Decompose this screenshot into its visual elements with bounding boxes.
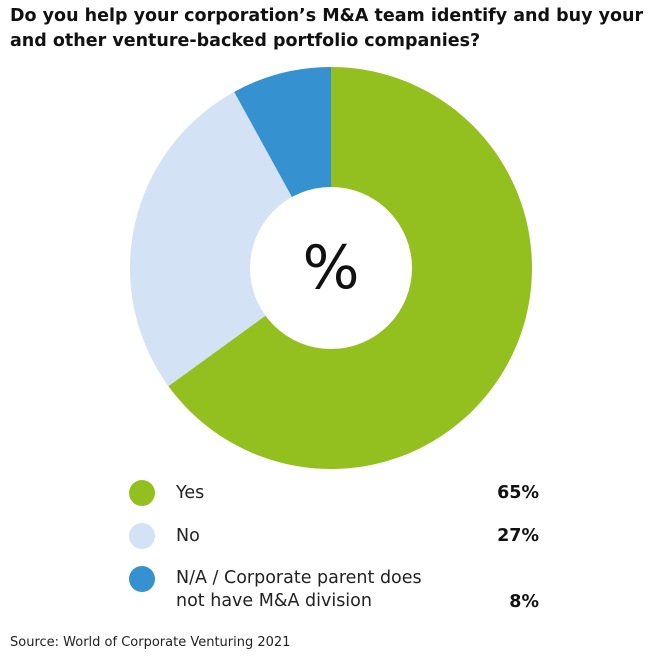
donut-hole	[250, 187, 412, 349]
center-percent-label: %	[302, 233, 359, 303]
donut-chart: %	[129, 67, 533, 469]
chart-title: Do you help your corporation’s M&A team …	[10, 6, 644, 51]
source-note: Source: World of Corporate Venturing 202…	[10, 635, 291, 650]
legend-swatch-yes	[129, 480, 155, 506]
legend-value-yes: 65%	[497, 483, 539, 503]
legend-item-yes: Yes 65%	[129, 478, 539, 508]
legend-value-no: 27%	[497, 526, 539, 546]
slice-no	[129, 91, 331, 387]
legend-label-no: No	[176, 526, 200, 546]
legend-label-na: N/A / Corporate parent does not have M&A…	[176, 568, 422, 611]
legend-label-yes: Yes	[176, 483, 205, 503]
legend-item-na: N/A / Corporate parent does not have M&A…	[129, 564, 539, 614]
legend-swatch-no	[129, 523, 155, 549]
legend-value-na: 8%	[509, 592, 539, 612]
legend-swatch-na	[129, 566, 155, 592]
legend-item-no: No 27%	[129, 521, 539, 551]
